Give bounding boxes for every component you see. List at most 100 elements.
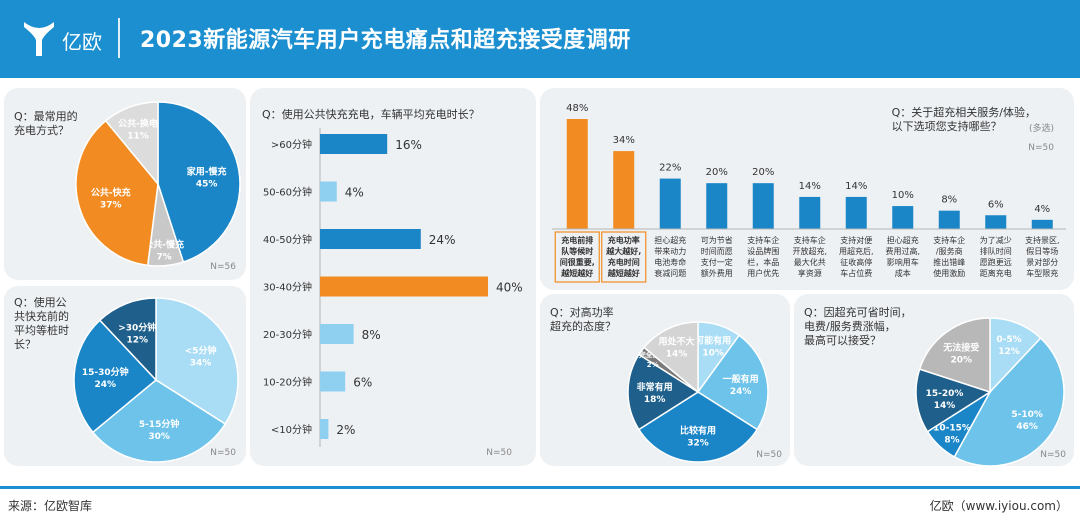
pie-slice-label: 10-15% xyxy=(933,423,971,433)
category-label: 成本 xyxy=(895,268,911,278)
pie-slice-label: 15-20% xyxy=(926,389,964,399)
bar xyxy=(613,151,635,229)
pie-chart-wait-time: <5分钟 34% 5-15分钟 30% 15-30分钟 24% >30分钟 12% xyxy=(73,297,239,463)
pie-slice-label: 15-30分钟 xyxy=(82,366,129,378)
category-label: 车占位费 xyxy=(840,268,872,278)
pie-slice xyxy=(918,317,991,394)
category-label: 担心超充 xyxy=(887,235,919,245)
pie-slice-value: 24% xyxy=(94,380,116,390)
bar xyxy=(566,119,588,229)
pie-chart-charging-method: 家用-慢充 45% 公共-慢充 7% 公共-快充 37% 公共-换电 11% xyxy=(75,101,241,267)
pie-slice-value: 10% xyxy=(702,348,724,358)
pie-slice xyxy=(73,319,158,434)
question-wait-time: Q：使用公 共快充前的 平均等桩时 长？ xyxy=(14,296,69,351)
pie-slice-value: 46% xyxy=(1016,422,1038,432)
pie-slice xyxy=(98,297,157,382)
category-label: 充电前排 xyxy=(561,235,593,245)
pie-slice-value: 45% xyxy=(196,179,218,189)
category-label: 影响用车 xyxy=(887,257,919,267)
category-label: 支持车企 xyxy=(933,235,965,245)
logo-divider xyxy=(118,18,120,58)
bar xyxy=(752,183,774,229)
pie-slice-label: 非常有用 xyxy=(637,381,673,393)
bar-value-label: 6% xyxy=(353,376,372,390)
category-label: 50-60分钟 xyxy=(263,186,312,199)
bar-value-label: 22% xyxy=(659,163,681,174)
footer-divider xyxy=(0,486,1080,489)
pie-slice-value: 34% xyxy=(190,359,212,369)
pie-slice xyxy=(104,101,159,187)
category-label: 越短越好 xyxy=(607,268,640,278)
category-label: <10分钟 xyxy=(271,423,312,436)
sample-size-services: N=50 xyxy=(1028,143,1054,153)
pie-slice-value: 18% xyxy=(644,395,666,405)
pie-slice-label: 家用-慢充 xyxy=(187,165,227,177)
bar xyxy=(799,196,821,229)
bar-value-label: 20% xyxy=(706,167,728,178)
pie-slice xyxy=(915,368,992,433)
pie-slice xyxy=(157,101,241,263)
category-label: 支付一定 xyxy=(701,257,733,267)
logo-text: 亿欧 xyxy=(62,30,102,54)
bar-value-label: 24% xyxy=(429,233,456,247)
pie-slice-value: 7% xyxy=(157,252,172,262)
pie-slice-label: 比较有用 xyxy=(680,424,716,436)
bar xyxy=(706,183,728,229)
category-label: 用超充后, xyxy=(839,246,874,256)
category-label: 20-30分钟 xyxy=(263,328,312,341)
category-label: 假日等场 xyxy=(1026,246,1058,256)
bar-chart-services: 48%充电前排队等候时间很重要,越短越好34%充电功率越大越好,充电时间越短越好… xyxy=(552,103,1066,283)
sample-size-charging-method: N=56 xyxy=(210,262,236,272)
pie-slice xyxy=(637,391,759,463)
bar xyxy=(938,210,960,229)
pie-slice-value: 8% xyxy=(944,435,959,445)
category-label: 景对部分 xyxy=(1026,257,1058,267)
category-label: 征收高停 xyxy=(840,257,872,267)
footer-source: 来源：亿欧智库 xyxy=(8,499,93,513)
category-label: 用户优先 xyxy=(747,268,779,278)
bar-value-label: 10% xyxy=(892,190,914,201)
question-services: Q：关于超充相关服务/体验， 以下选项您支持哪些？ xyxy=(891,106,1036,133)
pie-slice-value: 37% xyxy=(100,201,122,211)
bar xyxy=(845,196,867,229)
sample-size-attitude: N=50 xyxy=(756,450,782,460)
pie-slice xyxy=(643,321,699,394)
pie-slice xyxy=(627,353,700,431)
category-label: 衰减问题 xyxy=(654,268,686,278)
panel-charge-duration: Q：使用公共快充充电，车辆平均充电时长？ >60分钟 16% 50-60分钟 4% 40… xyxy=(250,88,536,466)
category-label: 可为节省 xyxy=(701,235,733,245)
category-label: 享资源 xyxy=(798,268,822,278)
category-label: 30-40分钟 xyxy=(263,281,312,294)
pie-slice-value: 12% xyxy=(998,347,1020,357)
bar-value-label: 6% xyxy=(988,199,1004,210)
bar xyxy=(320,419,329,439)
bar xyxy=(1031,219,1053,229)
bar xyxy=(659,178,681,229)
bar-value-label: 8% xyxy=(362,328,381,342)
category-label: 愿跑更远 xyxy=(980,258,1012,267)
pie-slice-label: 公共-快充 xyxy=(91,187,131,199)
pie-slice-label: 可能有用 xyxy=(695,334,731,346)
panel-wait-time: Q：使用公 共快充前的 平均等桩时 长？ <5分钟 34% 5-15分钟 30% 15-… xyxy=(4,286,246,466)
category-label: 时间而愿 xyxy=(701,246,733,256)
bar-value-label: 14% xyxy=(845,181,867,192)
panel-price: Q：因超充可省时间， 电费/服务费涨幅， 最高可以接受？ 0-5% 12% 5-10… xyxy=(794,294,1074,466)
page-title: 2023新能源汽车用户充电痛点和超充接受度调研 xyxy=(140,28,631,53)
pie-slice xyxy=(696,334,769,431)
bar-value-label: 4% xyxy=(345,186,364,200)
category-label: 40-50分钟 xyxy=(263,233,312,246)
pie-slice-label: 5-10% xyxy=(1011,410,1043,420)
logo-icon xyxy=(24,22,54,56)
question-charge-duration: Q：使用公共快充充电，车辆平均充电时长？ xyxy=(262,108,480,121)
sample-size-price: N=50 xyxy=(1040,450,1066,460)
category-label: 开放超充, xyxy=(792,246,827,256)
category-label: >60分钟 xyxy=(271,138,312,151)
category-label: 10-20分钟 xyxy=(263,376,312,389)
pie-slice xyxy=(953,336,1065,466)
bar xyxy=(320,134,388,154)
pie-chart-price: 0-5% 12% 5-10% 46% 10-15% 8% 15-20% 14% 无法接受 20% xyxy=(915,317,1065,466)
pie-slice-label: 5-15分钟 xyxy=(139,418,180,430)
bar xyxy=(892,206,914,229)
category-label: 车型限充 xyxy=(1026,268,1058,278)
multi-select-note: (多选) xyxy=(1028,124,1054,134)
